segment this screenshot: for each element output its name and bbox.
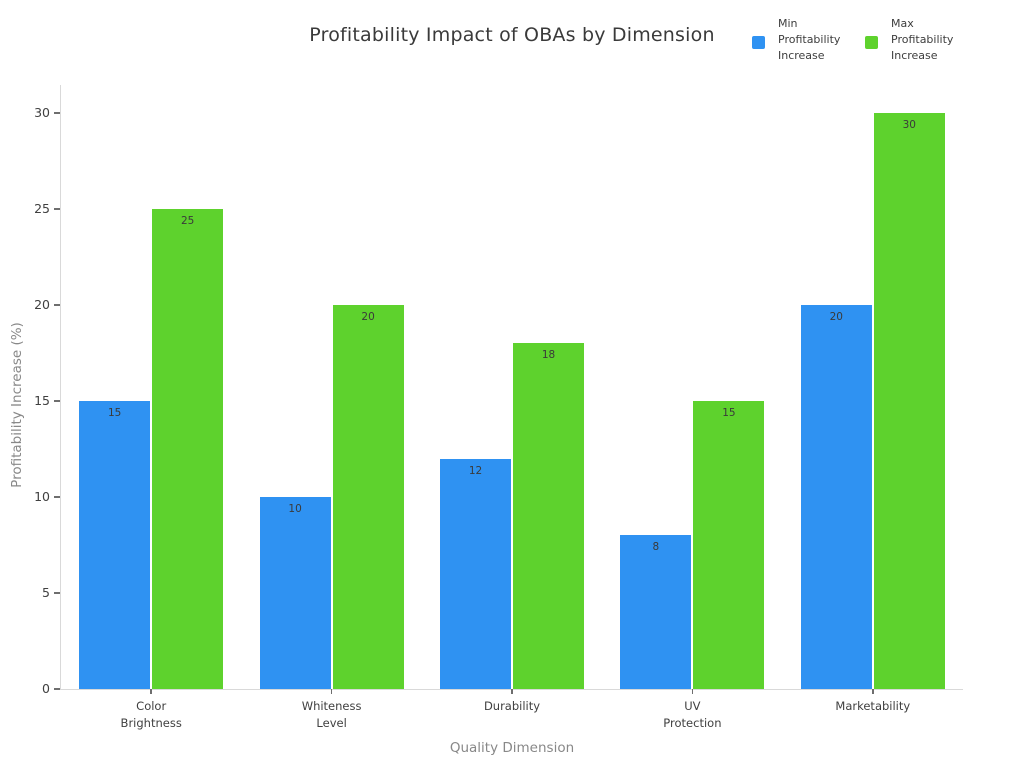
- bar-min-0: [79, 401, 151, 689]
- bar-min-4: [800, 305, 872, 689]
- x-tick-mark: [511, 689, 513, 694]
- y-tick-label: 30: [34, 105, 50, 120]
- legend-swatch-max-icon: [865, 36, 878, 49]
- y-tick-label: 10: [34, 489, 50, 504]
- y-tick-mark: [54, 112, 60, 114]
- bar-min-2: [440, 458, 511, 689]
- y-tick-label: 5: [42, 585, 50, 600]
- y-tick-label: 0: [42, 681, 50, 696]
- bar-max-4: [873, 113, 945, 689]
- x-tick-label: Marketability: [835, 699, 911, 713]
- x-tick-label: Whiteness Level: [301, 699, 362, 730]
- y-axis-title: Profitability Increase (%): [9, 322, 25, 488]
- legend-label-min: Min Profitability Increase: [778, 17, 841, 62]
- bar-value-label: 10: [288, 503, 302, 515]
- chart-title: Profitability Impact of OBAs by Dimensio…: [309, 24, 715, 46]
- bar-max-3: [693, 401, 765, 689]
- bar-value-label: 12: [468, 464, 483, 477]
- legend-item-min: Min Profitability Increase: [752, 16, 840, 64]
- bar-max-1: [332, 305, 404, 689]
- x-tick-label: Durability: [483, 699, 541, 713]
- y-axis-line: [60, 85, 61, 690]
- legend-label-max: Max Profitability Increase: [891, 17, 954, 62]
- bar-value-label: 30: [902, 119, 916, 131]
- plot-area: 0 5 10 15 20 25 30 Color Brightness 15 25 Whitenes…: [34, 85, 963, 730]
- x-tick-mark: [872, 689, 874, 694]
- x-tick-mark: [691, 689, 694, 694]
- y-tick-mark: [54, 400, 60, 402]
- bar-value-label: 20: [829, 311, 843, 323]
- bar-value-label: 15: [722, 407, 736, 419]
- bar-max-0: [152, 209, 224, 689]
- y-tick-label: 25: [34, 201, 50, 216]
- bar-value-label: 18: [541, 349, 556, 362]
- x-axis-title: Quality Dimension: [449, 740, 575, 756]
- y-tick-mark: [54, 688, 60, 690]
- bar-max-2: [513, 343, 584, 689]
- x-tick-label: UV Protection: [663, 699, 722, 730]
- x-tick-mark: [330, 689, 333, 694]
- bar-min-1: [259, 497, 331, 689]
- y-tick-label: 15: [34, 393, 50, 408]
- bar-value-label: 15: [108, 407, 122, 419]
- bar-value-label: 8: [652, 541, 660, 554]
- x-tick-label: Color Brightness: [120, 699, 182, 730]
- y-tick-mark: [54, 208, 60, 210]
- legend-item-max: Max Profitability Increase: [865, 16, 953, 64]
- x-tick-mark: [150, 689, 152, 694]
- y-tick-mark: [54, 304, 60, 306]
- bar-min-3: [620, 535, 692, 689]
- bar-value-label: 20: [361, 311, 375, 323]
- bar-value-label: 25: [181, 215, 195, 227]
- y-tick-mark: [54, 496, 60, 498]
- y-tick-label: 20: [34, 297, 50, 312]
- y-tick-mark: [54, 592, 60, 594]
- legend-swatch-min-icon: [752, 36, 765, 49]
